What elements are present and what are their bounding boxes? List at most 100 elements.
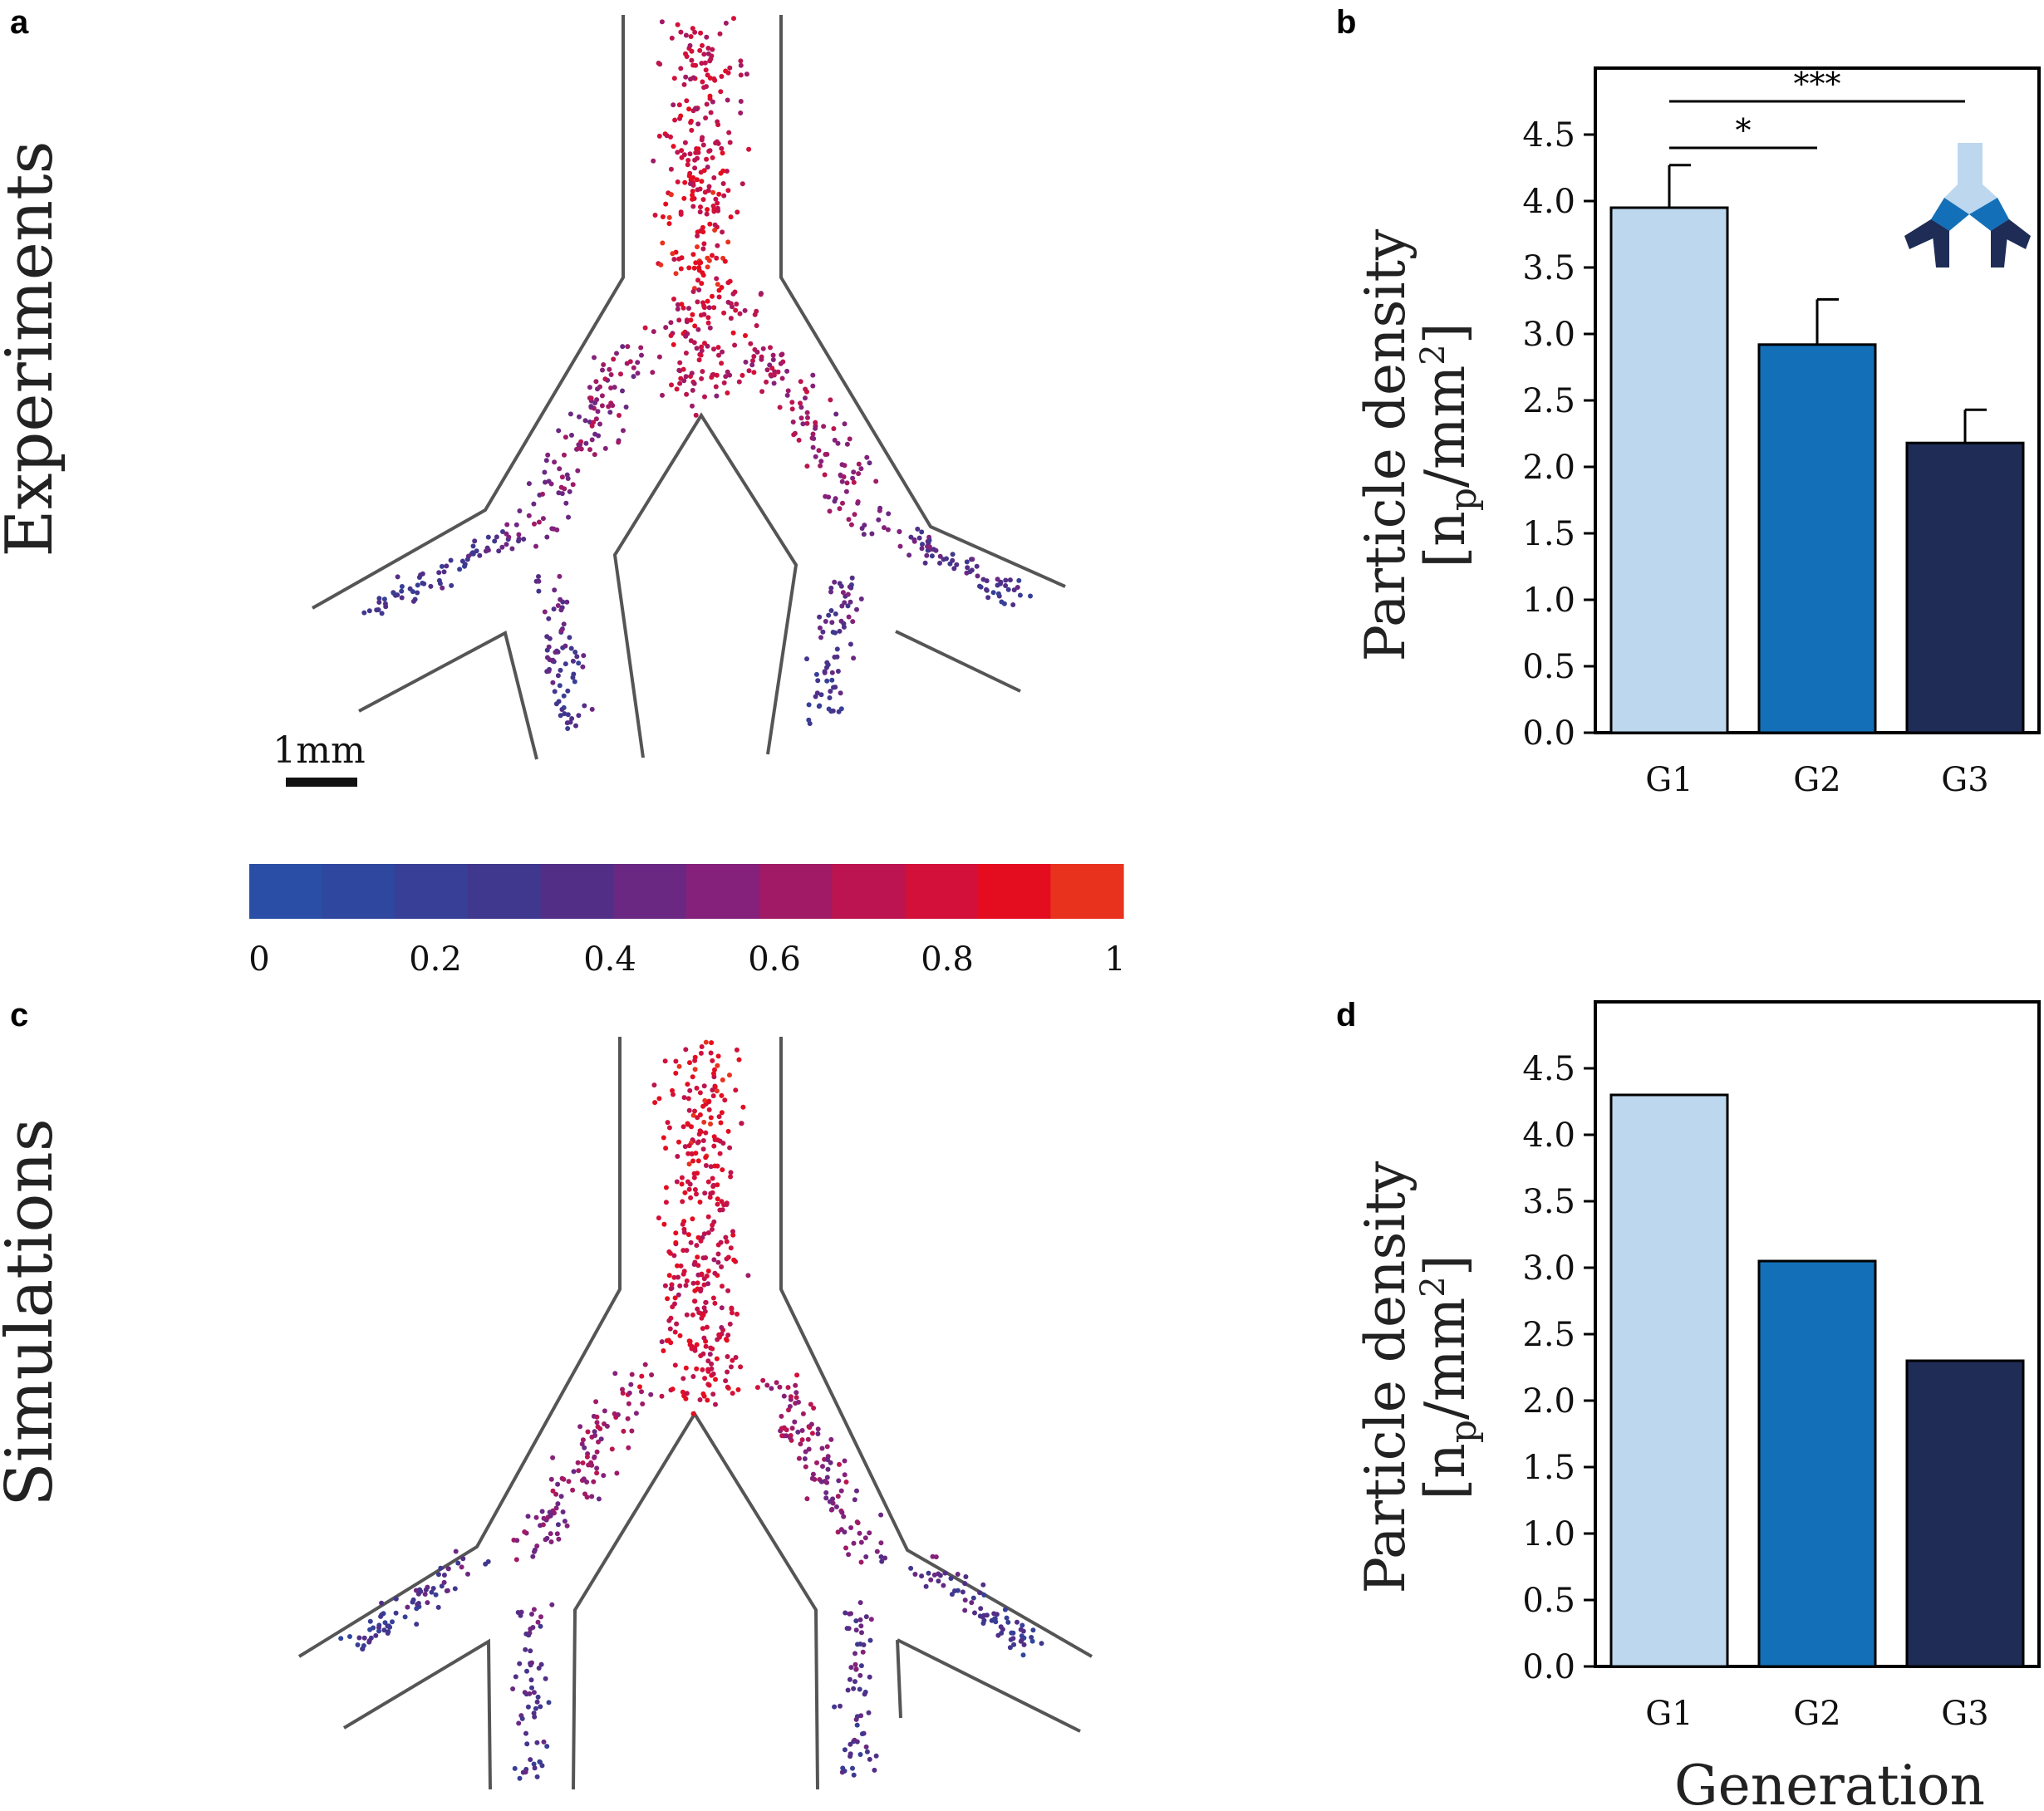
particle (810, 444, 816, 450)
particle (764, 367, 770, 373)
particle (702, 60, 708, 66)
particle (784, 1427, 789, 1433)
particle (858, 596, 864, 601)
particle (532, 1548, 537, 1554)
particle (588, 395, 594, 401)
particle (558, 713, 563, 719)
particle (926, 537, 932, 543)
particle (695, 277, 700, 283)
particle (842, 1472, 848, 1478)
particle (710, 1391, 716, 1397)
particle (684, 391, 690, 397)
particle (1010, 1636, 1016, 1642)
particle (759, 356, 764, 362)
particle (840, 500, 845, 506)
particle (860, 1649, 866, 1655)
particle (704, 34, 710, 40)
particle (705, 320, 711, 326)
particle (705, 255, 710, 261)
particle (723, 1234, 729, 1240)
particle (699, 281, 705, 287)
particle (671, 1253, 677, 1259)
colorbar-segment (613, 864, 687, 919)
particle (820, 1464, 825, 1470)
particle (539, 1509, 545, 1514)
particle (688, 181, 693, 187)
particle (710, 293, 715, 299)
particle (436, 1572, 441, 1578)
particle (731, 1257, 737, 1263)
particle (769, 1386, 774, 1391)
particle (618, 371, 623, 377)
particle (677, 380, 683, 386)
particle (743, 359, 749, 365)
particle (794, 1372, 800, 1378)
particle (699, 344, 705, 350)
particle (931, 547, 936, 552)
particle (878, 1540, 884, 1546)
particle (838, 1488, 844, 1494)
particle (548, 1531, 553, 1537)
particle (738, 62, 744, 68)
particle (627, 359, 633, 365)
particle (698, 260, 704, 266)
particle (683, 51, 688, 56)
y-tick-label: 0.0 (1522, 714, 1575, 753)
particle (534, 1699, 540, 1705)
particle (833, 611, 838, 616)
particle (683, 1047, 689, 1053)
particle (922, 560, 928, 566)
particle (867, 1530, 872, 1536)
particle (521, 537, 527, 542)
particle (594, 1470, 600, 1476)
particle (700, 1138, 706, 1143)
particle (1019, 1633, 1024, 1639)
particle (836, 1478, 842, 1484)
particle (596, 1439, 601, 1445)
particle (707, 1195, 713, 1200)
particle (858, 466, 864, 472)
particle (710, 1295, 716, 1301)
particle (700, 272, 706, 278)
particle (858, 1623, 864, 1629)
particle (715, 119, 720, 125)
particle (857, 1617, 863, 1622)
particle (677, 1332, 683, 1338)
particle (683, 351, 689, 356)
particle (551, 606, 557, 612)
particle (684, 1312, 690, 1318)
particle (718, 89, 724, 95)
particle (700, 1367, 705, 1372)
particle (711, 1134, 717, 1140)
particle (789, 400, 795, 405)
particle (937, 560, 942, 566)
particle (848, 1611, 853, 1617)
particle (737, 311, 743, 317)
scale-bar-label: 1mm (273, 729, 365, 772)
particle (695, 155, 700, 161)
particle (534, 1544, 540, 1548)
particle (710, 47, 715, 52)
particle (809, 1431, 815, 1436)
particle (708, 1190, 714, 1196)
particle (867, 1637, 873, 1643)
particle (929, 553, 935, 559)
particle (709, 1361, 715, 1367)
particle (668, 333, 674, 338)
particle (705, 1397, 710, 1403)
particle (558, 1494, 564, 1499)
particle (685, 1151, 691, 1156)
particle (621, 1428, 626, 1434)
particle (666, 1318, 672, 1323)
particle (697, 1112, 703, 1117)
particle (689, 371, 695, 376)
particle (671, 1274, 677, 1280)
particle (855, 1642, 860, 1647)
particle (848, 582, 854, 587)
particle (562, 452, 567, 458)
particle (771, 372, 777, 378)
particle (474, 548, 479, 554)
particle (730, 330, 736, 336)
particle (799, 1428, 805, 1433)
particle (699, 375, 705, 381)
